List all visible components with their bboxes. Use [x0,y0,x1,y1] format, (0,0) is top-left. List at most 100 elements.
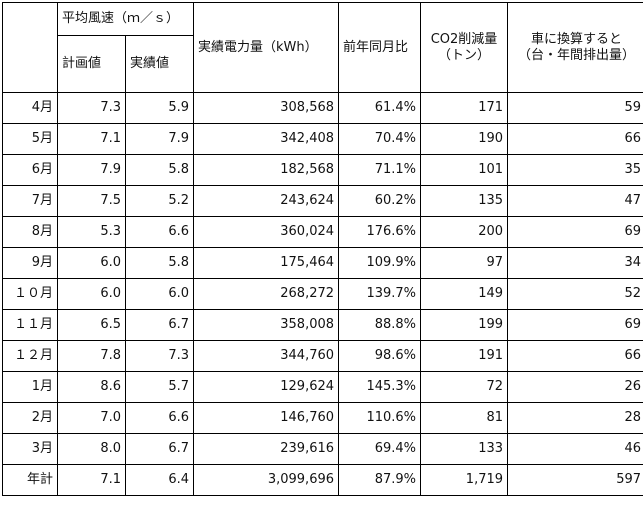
actual-cell: 6.0 [124,278,195,310]
yoy-cell: 69.4% [338,433,422,465]
cars-cell: 28 [507,402,643,434]
table-row: 2月 7.0 6.6 146,760 110.6% 81 28 [2,402,643,434]
co2-cell: 101 [420,154,509,186]
cars-cell: 34 [507,247,643,279]
yoy-cell: 139.7% [338,278,422,310]
month-cell: 5月 [2,123,58,155]
yoy-cell: 88.8% [338,309,422,341]
power-cell: 243,624 [193,185,340,217]
actual-cell: 7.9 [124,123,195,155]
power-cell: 129,624 [193,371,340,403]
table-row: 年計 7.1 6.4 3,099,696 87.9% 1,719 597 [2,464,643,496]
co2-cell: 97 [420,247,509,279]
plan-cell: 8.0 [57,433,126,465]
cars-cell: 26 [507,371,643,403]
table-row: 8月 5.3 6.6 360,024 176.6% 200 69 [2,216,643,248]
month-cell: 4月 [2,92,58,124]
table-row: 7月 7.5 5.2 243,624 60.2% 135 47 [2,185,643,217]
actual-cell: 6.7 [124,309,195,341]
table-row: 6月 7.9 5.8 182,568 71.1% 101 35 [2,154,643,186]
header-co2: CO2削減量 （トン） [420,2,509,93]
co2-cell: 190 [420,123,509,155]
yoy-cell: 71.1% [338,154,422,186]
header-row-2: 計画値 実績値 [3,35,643,93]
plan-cell: 6.5 [57,309,126,341]
table-row: 5月 7.1 7.9 342,408 70.4% 190 66 [2,123,643,155]
yoy-cell: 110.6% [338,402,422,434]
plan-cell: 7.5 [57,185,126,217]
co2-cell: 199 [420,309,509,341]
co2-cell: 171 [420,92,509,124]
yoy-cell: 109.9% [338,247,422,279]
month-cell: １２月 [2,340,58,372]
yoy-cell: 176.6% [338,216,422,248]
cars-cell: 69 [507,216,643,248]
cars-cell: 66 [507,340,643,372]
plan-cell: 5.3 [57,216,126,248]
power-cell: 342,408 [193,123,340,155]
power-cell: 358,008 [193,309,340,341]
cars-cell: 597 [507,464,643,496]
power-cell: 308,568 [193,92,340,124]
power-cell: 344,760 [193,340,340,372]
header-actual: 実績値 [124,35,195,93]
power-cell: 175,464 [193,247,340,279]
plan-cell: 7.0 [57,402,126,434]
cars-cell: 52 [507,278,643,310]
cars-cell: 46 [507,433,643,465]
yoy-cell: 70.4% [338,123,422,155]
co2-cell: 133 [420,433,509,465]
month-cell: １１月 [2,309,58,341]
actual-cell: 5.2 [124,185,195,217]
co2-cell: 1,719 [420,464,509,496]
plan-cell: 7.1 [57,464,126,496]
header-co2-line2: （トン） [438,47,491,63]
plan-cell: 7.3 [57,92,126,124]
co2-cell: 149 [420,278,509,310]
yoy-cell: 98.6% [338,340,422,372]
co2-cell: 135 [420,185,509,217]
power-cell: 146,760 [193,402,340,434]
power-cell: 360,024 [193,216,340,248]
month-cell: 9月 [2,247,58,279]
table-row: 9月 6.0 5.8 175,464 109.9% 97 34 [2,247,643,279]
header-cars: 車に換算すると （台・年間排出量） [507,2,643,93]
plan-cell: 7.8 [57,340,126,372]
month-cell: 2月 [2,402,58,434]
month-cell: １０月 [2,278,58,310]
power-cell: 182,568 [193,154,340,186]
month-cell: 6月 [2,154,58,186]
cars-cell: 69 [507,309,643,341]
co2-cell: 81 [420,402,509,434]
cars-cell: 66 [507,123,643,155]
co2-cell: 191 [420,340,509,372]
plan-cell: 6.0 [57,247,126,279]
cars-cell: 35 [507,154,643,186]
yoy-cell: 87.9% [338,464,422,496]
actual-cell: 5.7 [124,371,195,403]
header-yoy: 前年同月比 [338,2,422,93]
table-row: １１月 6.5 6.7 358,008 88.8% 199 69 [2,309,643,341]
plan-cell: 7.9 [57,154,126,186]
header-wind-speed: 平均風速（ｍ／ｓ） [56,2,195,36]
header-cars-line2: （台・年間排出量） [518,47,636,63]
month-cell: 年計 [2,464,58,496]
month-cell: 8月 [2,216,58,248]
actual-cell: 6.7 [124,433,195,465]
table-row: １２月 7.8 7.3 344,760 98.6% 191 66 [2,340,643,372]
co2-cell: 200 [420,216,509,248]
header-row-1: 平均風速（ｍ／ｓ） 実績電力量（kWh） 前年同月比 CO2削減量 （トン） 車… [2,2,643,93]
power-cell: 239,616 [193,433,340,465]
actual-cell: 6.6 [124,402,195,434]
cars-cell: 59 [507,92,643,124]
table-body: 平均風速（ｍ／ｓ） 実績電力量（kWh） 前年同月比 CO2削減量 （トン） 車… [2,2,643,496]
cars-cell: 47 [507,185,643,217]
actual-cell: 5.9 [124,92,195,124]
actual-cell: 6.4 [124,464,195,496]
header-cars-line1: 車に換算すると [531,31,623,47]
plan-cell: 8.6 [57,371,126,403]
co2-cell: 72 [420,371,509,403]
table-row: 1月 8.6 5.7 129,624 145.3% 72 26 [2,371,643,403]
yoy-cell: 60.2% [338,185,422,217]
actual-cell: 7.3 [124,340,195,372]
